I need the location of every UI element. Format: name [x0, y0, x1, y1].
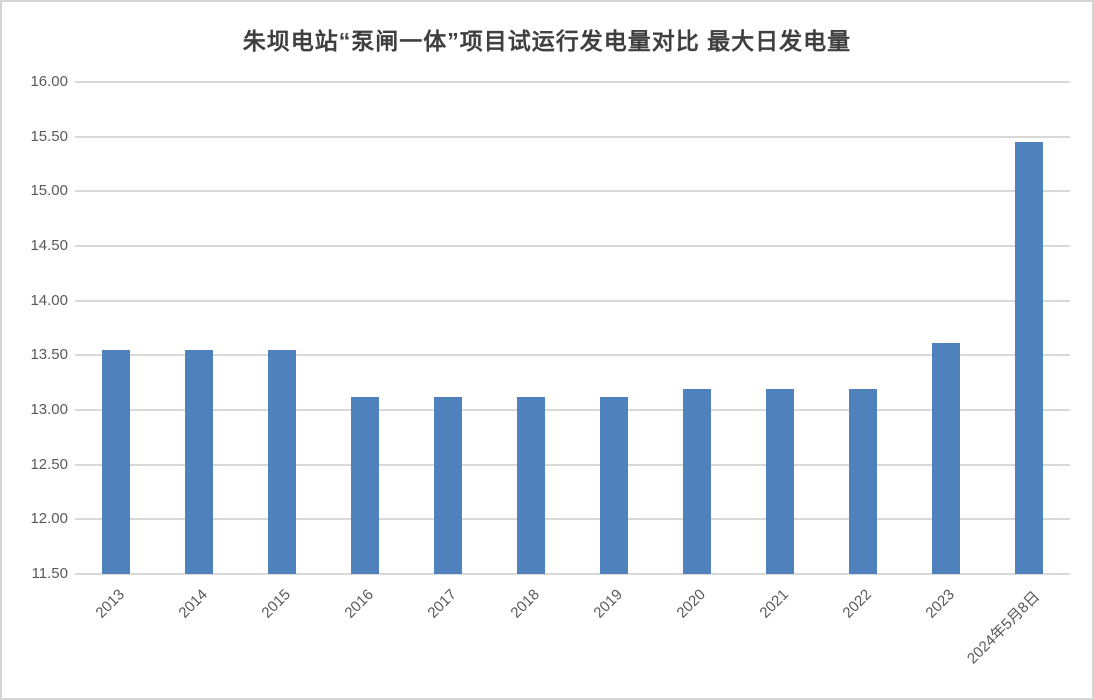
gridline: [75, 81, 1070, 83]
y-tick-label: 12.00: [30, 510, 68, 528]
x-tick-label: 2024年5月8日: [963, 588, 1043, 668]
bar-2014: [185, 349, 214, 574]
bar-2018: [517, 396, 546, 574]
gridline: [75, 354, 1070, 357]
x-tick-label: 2015: [258, 586, 295, 622]
bar-2016: [351, 396, 380, 574]
y-tick-label: 14.00: [30, 291, 68, 309]
y-tick-label: 15.50: [30, 127, 68, 145]
plot-area: [75, 81, 1070, 575]
gridline: [75, 573, 1070, 575]
x-tick-label: 2018: [507, 586, 544, 622]
x-tick-label: 2022: [839, 586, 875, 622]
y-tick-label: 14.50: [30, 237, 68, 254]
bar-2013: [102, 349, 131, 574]
bar-2020: [682, 389, 711, 574]
bar-2024年5月8日: [1014, 142, 1043, 574]
y-tick-label: 12.50: [30, 455, 68, 473]
x-tick-label: 2014: [175, 586, 212, 622]
chart-title: 朱坝电站“泵闸一体”项目试运行发电量对比 最大日发电量: [242, 28, 852, 54]
x-tick-label: 2023: [922, 586, 958, 622]
y-tick-label: 13.50: [30, 346, 68, 364]
bar-2019: [599, 396, 628, 574]
y-tick-label: 11.50: [31, 565, 68, 582]
x-tick-label: 2013: [92, 586, 129, 622]
gridline: [75, 135, 1070, 138]
y-tick-label: 13.00: [30, 401, 68, 418]
x-tick-label: 2017: [424, 586, 461, 622]
bar-2022: [848, 389, 877, 574]
gridline: [75, 463, 1070, 466]
bar-2015: [268, 349, 297, 574]
x-axis-labels: 2013 2014 2015 2016 2017 2018 2019 2020 2021 2022…: [75, 586, 1070, 698]
y-tick-label: 15.00: [30, 182, 68, 200]
gridline: [75, 245, 1070, 247]
y-tick-label: 16.00: [30, 73, 68, 90]
gridline: [75, 299, 1070, 302]
y-axis-labels: 11.50 12.00 12.50 13.00 13.50 14.00 14.50 15.00…: [2, 73, 68, 582]
x-tick-label: 2020: [673, 586, 709, 622]
gridline: [75, 518, 1070, 521]
bar-2021: [765, 389, 794, 574]
gridline: [75, 190, 1070, 193]
x-tick-label: 2019: [590, 586, 626, 622]
bar-2017: [434, 396, 463, 574]
gridline: [75, 409, 1070, 411]
x-tick-label: 2021: [756, 586, 792, 622]
x-tick-label: 2016: [341, 586, 378, 622]
bar-2023: [931, 343, 960, 574]
